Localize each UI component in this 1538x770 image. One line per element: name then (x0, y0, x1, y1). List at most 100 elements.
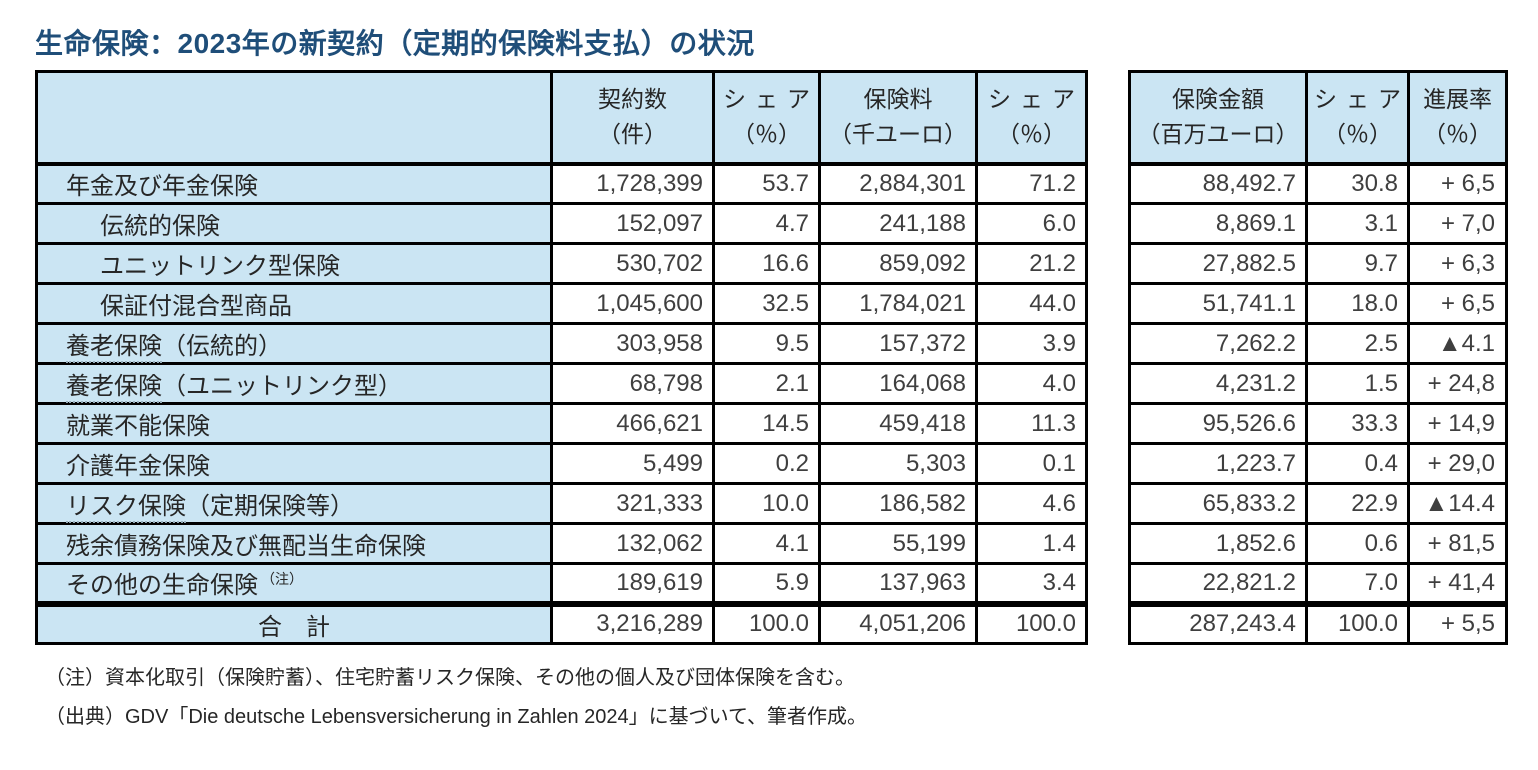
share-value: 6.0 (975, 202, 1088, 245)
contracts-value: 152,097 (550, 202, 715, 245)
share-value: 4.0 (975, 362, 1088, 405)
header-growth-rate: 進展率 （％） (1407, 70, 1508, 166)
share-value: 22.9 (1305, 482, 1410, 525)
growth-value: + 29,0 (1407, 442, 1508, 485)
table-row: 1,852.6 0.6 + 81,5 (1128, 522, 1508, 565)
premium-total: 4,051,206 (818, 600, 978, 645)
premium-value: 157,372 (818, 322, 978, 365)
row-label: 介護年金保険 (35, 442, 553, 485)
share-value: 9.7 (1305, 242, 1410, 285)
share-value: 30.8 (1305, 162, 1410, 205)
share-total: 100.0 (712, 600, 821, 645)
growth-value: ▲4.1 (1407, 322, 1508, 365)
table-row: その他の生命保険 （注） 189,619 5.9 137,963 3.4 (35, 562, 1088, 605)
footnotes: （注）資本化取引（保険貯蓄）、住宅貯蓄リスク保険、その他の個人及び団体保険を含む… (35, 659, 1538, 737)
premium-value: 164,068 (818, 362, 978, 405)
table-row: リスク保険（定期保険等） 321,333 10.0 186,582 4.6 (35, 482, 1088, 525)
share-value: 4.7 (712, 202, 821, 245)
row-label: 残余債務保険及び無配当生命保険 (35, 522, 553, 565)
page: 生命保険：2023年の新契約（定期的保険料支払）の状況 契約数 （件） シェア … (35, 28, 1538, 737)
table-row: 伝統的保険 152,097 4.7 241,188 6.0 (35, 202, 1088, 245)
share-value: 0.6 (1305, 522, 1410, 565)
row-label: 年金及び年金保険 (35, 162, 553, 205)
premium-value: 459,418 (818, 402, 978, 445)
table-row: 残余債務保険及び無配当生命保険 132,062 4.1 55,199 1.4 (35, 522, 1088, 565)
contracts-value: 1,045,600 (550, 282, 715, 325)
header-contracts: 契約数 （件） (550, 70, 715, 166)
share-value: 7.0 (1305, 562, 1410, 605)
share-value: 33.3 (1305, 402, 1410, 445)
table-row: 27,882.5 9.7 + 6,3 (1128, 242, 1508, 285)
amount-total: 287,243.4 (1128, 600, 1308, 645)
header-row: 保険金額 （百万ユーロ） シェア （％） 進展率 （％） (1128, 70, 1508, 166)
table-row: 65,833.2 22.9 ▲14.4 (1128, 482, 1508, 525)
share-value: 0.4 (1305, 442, 1410, 485)
header-title: 進展率 (1423, 85, 1492, 112)
header-unit: （％） (1423, 121, 1492, 148)
share-value: 3.1 (1305, 202, 1410, 245)
total-row: 287,243.4 100.0 + 5,5 (1128, 600, 1508, 645)
premium-value: 186,582 (818, 482, 978, 525)
header-title: シェア (723, 85, 819, 112)
premium-value: 241,188 (818, 202, 978, 245)
growth-value: + 6,5 (1407, 162, 1508, 205)
growth-total: + 5,5 (1407, 600, 1508, 645)
header-unit: （％） (997, 121, 1066, 148)
growth-value: + 7,0 (1407, 202, 1508, 245)
header-title: シェア (1314, 85, 1410, 112)
share-value: 32.5 (712, 282, 821, 325)
row-label: 就業不能保険 (35, 402, 553, 445)
total-row: 合 計 3,216,289 100.0 4,051,206 100.0 (35, 600, 1088, 645)
right-table: 保険金額 （百万ユーロ） シェア （％） 進展率 （％） 88,492.7 (1128, 70, 1508, 645)
share-value: 44.0 (975, 282, 1088, 325)
growth-value: + 6,5 (1407, 282, 1508, 325)
share-value: 3.4 (975, 562, 1088, 605)
premium-value: 1,784,021 (818, 282, 978, 325)
premium-value: 137,963 (818, 562, 978, 605)
tables-container: 契約数 （件） シェア （％） 保険料 （千ユーロ） シェア （％） (35, 70, 1538, 645)
header-title: シェア (988, 85, 1084, 112)
header-row: 契約数 （件） シェア （％） 保険料 （千ユーロ） シェア （％） (35, 70, 1088, 166)
contracts-value: 5,499 (550, 442, 715, 485)
table-row: 保証付混合型商品 1,045,600 32.5 1,784,021 44.0 (35, 282, 1088, 325)
corner-cell (35, 70, 553, 166)
header-title: 保険料 (863, 85, 933, 112)
contracts-value: 321,333 (550, 482, 715, 525)
share-value: 1.4 (975, 522, 1088, 565)
growth-value: + 81,5 (1407, 522, 1508, 565)
table-row: 介護年金保険 5,499 0.2 5,303 0.1 (35, 442, 1088, 485)
premium-value: 55,199 (818, 522, 978, 565)
premium-value: 859,092 (818, 242, 978, 285)
share-value: 4.6 (975, 482, 1088, 525)
table-row: 年金及び年金保険 1,728,399 53.7 2,884,301 71.2 (35, 162, 1088, 205)
table-row: 4,231.2 1.5 + 24,8 (1128, 362, 1508, 405)
growth-value: ▲14.4 (1407, 482, 1508, 525)
header-title: 契約数 (598, 85, 667, 112)
share-value: 16.6 (712, 242, 821, 285)
table-row: ユニットリンク型保険 530,702 16.6 859,092 21.2 (35, 242, 1088, 285)
contracts-value: 530,702 (550, 242, 715, 285)
row-label: ユニットリンク型保険 (35, 242, 553, 285)
header-sum-insured: 保険金額 （百万ユーロ） (1128, 70, 1308, 166)
table-row: 7,262.2 2.5 ▲4.1 (1128, 322, 1508, 365)
header-unit: （％） (732, 121, 801, 148)
row-label: 伝統的保険 (35, 202, 553, 245)
header-share: シェア （％） (1305, 70, 1410, 166)
left-table: 契約数 （件） シェア （％） 保険料 （千ユーロ） シェア （％） (35, 70, 1088, 645)
total-label: 合 計 (35, 600, 553, 645)
header-unit: （千ユーロ） (829, 121, 967, 148)
contracts-value: 303,958 (550, 322, 715, 365)
contracts-value: 68,798 (550, 362, 715, 405)
amount-value: 27,882.5 (1128, 242, 1308, 285)
growth-value: + 6,3 (1407, 242, 1508, 285)
table-row: 88,492.7 30.8 + 6,5 (1128, 162, 1508, 205)
share-value: 0.2 (712, 442, 821, 485)
premium-value: 2,884,301 (818, 162, 978, 205)
share-value: 11.3 (975, 402, 1088, 445)
row-label: リスク保険（定期保険等） (35, 482, 553, 525)
footnote-note: （注）資本化取引（保険貯蓄）、住宅貯蓄リスク保険、その他の個人及び団体保険を含む… (45, 667, 855, 689)
share-value: 4.1 (712, 522, 821, 565)
amount-value: 51,741.1 (1128, 282, 1308, 325)
amount-value: 88,492.7 (1128, 162, 1308, 205)
header-share: シェア （％） (975, 70, 1088, 166)
